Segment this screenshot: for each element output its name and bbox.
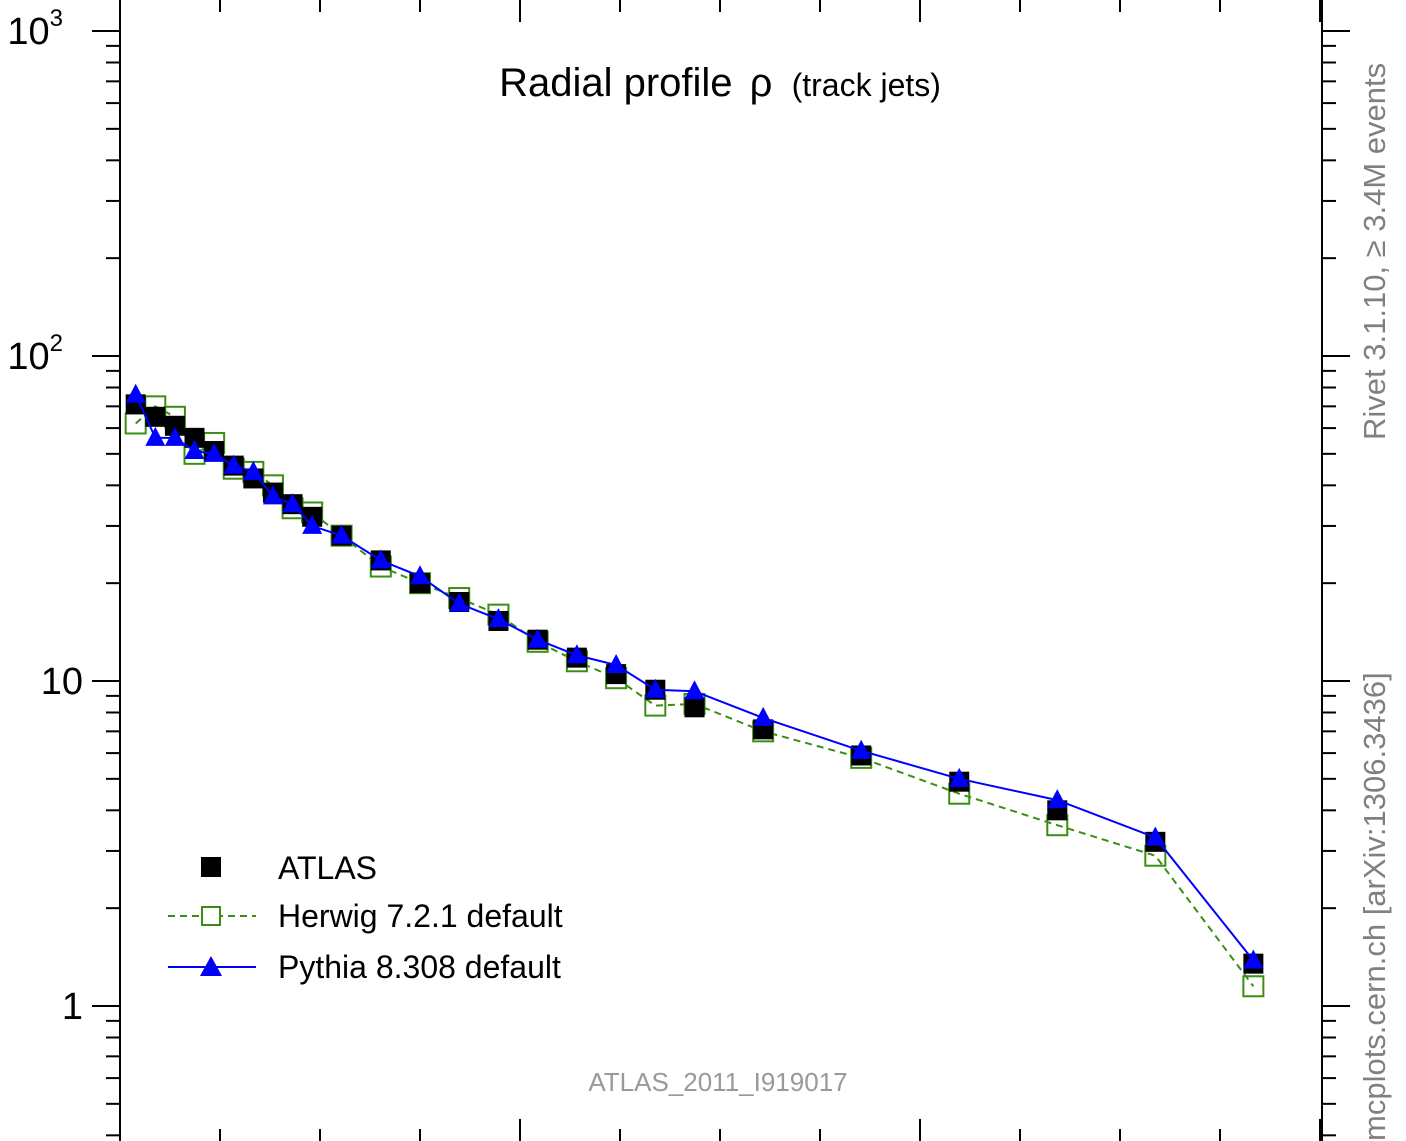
pythia-point bbox=[302, 514, 323, 534]
pythia-point bbox=[262, 485, 283, 505]
pythia-point bbox=[1243, 949, 1264, 969]
chart-title-main: Radial profile bbox=[499, 61, 732, 105]
pythia-point bbox=[145, 426, 166, 446]
legend: ATLAS Herwig 7.2.1 default Pythia 8.308 … bbox=[168, 850, 563, 985]
legend-herwig-marker bbox=[201, 906, 221, 926]
y-tick-label-base: 10 bbox=[41, 661, 83, 703]
series-pythia bbox=[125, 383, 1264, 969]
pythia-point bbox=[204, 442, 225, 462]
atlas-point bbox=[164, 415, 185, 436]
y-tick-label: 10 bbox=[41, 661, 83, 703]
legend-pythia-label: Pythia 8.308 default bbox=[278, 949, 561, 985]
legend-atlas-label: ATLAS bbox=[278, 850, 377, 886]
pythia-point bbox=[684, 680, 705, 700]
pythia-point bbox=[370, 549, 391, 569]
pythia-point bbox=[243, 460, 264, 480]
y-tick-label-base: 10 bbox=[7, 11, 49, 53]
y-tick-label-exponent: 2 bbox=[50, 330, 63, 357]
pythia-point bbox=[488, 608, 509, 628]
side-text-mcplots: mcplots.cern.ch [arXiv:1306.3436] bbox=[1357, 672, 1392, 1141]
herwig-point bbox=[124, 412, 147, 435]
y-tick-label: 102 bbox=[7, 330, 63, 378]
pythia-point bbox=[851, 739, 872, 759]
y-tick-label: 1 bbox=[62, 986, 83, 1028]
atlas-point bbox=[145, 406, 166, 427]
pythia-point bbox=[223, 454, 244, 474]
y-tick-label-exponent: 3 bbox=[50, 5, 63, 32]
pythia-point bbox=[527, 628, 548, 648]
pythia-point bbox=[1145, 826, 1166, 846]
pythia-point bbox=[1047, 789, 1068, 809]
legend-herwig-label: Herwig 7.2.1 default bbox=[278, 898, 563, 934]
pythia-point bbox=[331, 524, 352, 544]
herwig-point bbox=[1242, 975, 1265, 998]
pythia-point bbox=[282, 493, 303, 513]
side-text-rivet: Rivet 3.1.10, ≥ 3.4M events bbox=[1357, 63, 1392, 440]
atlas-point bbox=[684, 697, 705, 718]
pythia-point bbox=[606, 654, 627, 674]
pythia-point bbox=[645, 678, 666, 698]
pythia-point bbox=[125, 383, 146, 403]
chart-title-suffix: (track jets) bbox=[792, 67, 941, 103]
analysis-watermark: ATLAS_2011_I919017 bbox=[588, 1067, 847, 1097]
pythia-point bbox=[410, 565, 431, 585]
chart-title: Radial profile ρ (track jets) bbox=[499, 61, 941, 105]
pythia-point bbox=[753, 706, 774, 726]
chart-title-symbol: ρ bbox=[750, 61, 773, 105]
y-tick-label-base: 10 bbox=[7, 336, 49, 378]
y-axis-ticks bbox=[92, 30, 1350, 1137]
x-axis-ticks bbox=[119, 0, 1321, 1141]
pythia-point bbox=[164, 426, 185, 446]
legend-pythia-marker bbox=[200, 956, 222, 976]
pythia-point bbox=[566, 644, 587, 664]
pythia-point bbox=[949, 767, 970, 787]
legend-atlas-marker bbox=[201, 857, 221, 877]
y-tick-label-base: 1 bbox=[62, 986, 83, 1028]
y-tick-label: 103 bbox=[7, 5, 63, 53]
atlas-point bbox=[184, 427, 205, 448]
pythia-point bbox=[449, 592, 470, 612]
pythia-point bbox=[184, 440, 205, 460]
